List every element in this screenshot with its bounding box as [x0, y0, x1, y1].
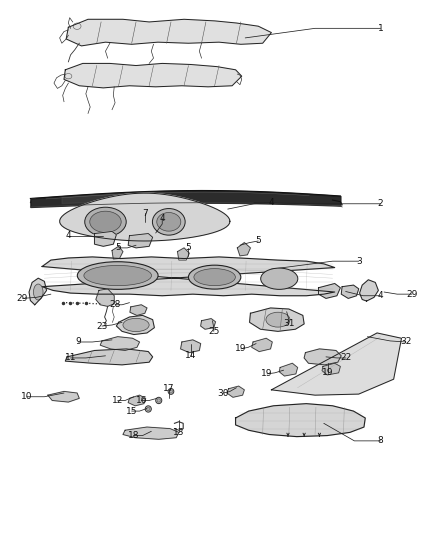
- Ellipse shape: [152, 208, 185, 235]
- Text: 10: 10: [21, 392, 33, 401]
- Polygon shape: [318, 284, 340, 298]
- Polygon shape: [95, 231, 117, 246]
- Text: 13: 13: [173, 428, 184, 437]
- Text: 9: 9: [75, 337, 81, 346]
- Ellipse shape: [194, 269, 235, 286]
- Text: 29: 29: [406, 289, 418, 298]
- Polygon shape: [304, 349, 341, 365]
- Text: 15: 15: [126, 407, 138, 416]
- Text: 19: 19: [261, 369, 273, 378]
- Text: 5: 5: [186, 244, 191, 253]
- Ellipse shape: [170, 390, 173, 393]
- Ellipse shape: [123, 318, 149, 332]
- Text: 2: 2: [378, 199, 383, 208]
- Text: 11: 11: [65, 353, 76, 362]
- Polygon shape: [237, 243, 251, 256]
- Text: 8: 8: [378, 437, 383, 446]
- Text: 28: 28: [110, 300, 121, 309]
- Text: 4: 4: [268, 198, 274, 207]
- Polygon shape: [123, 427, 179, 439]
- Polygon shape: [29, 278, 46, 305]
- Polygon shape: [250, 308, 304, 332]
- Text: 23: 23: [96, 321, 108, 330]
- Ellipse shape: [168, 389, 174, 394]
- Ellipse shape: [266, 312, 290, 327]
- Text: 16: 16: [135, 396, 147, 405]
- Text: 1: 1: [378, 24, 383, 33]
- Ellipse shape: [261, 268, 298, 289]
- Text: 4: 4: [159, 214, 165, 223]
- Text: 5: 5: [255, 237, 261, 246]
- Polygon shape: [96, 289, 114, 306]
- Ellipse shape: [90, 211, 121, 232]
- Polygon shape: [130, 305, 147, 316]
- Ellipse shape: [33, 284, 43, 300]
- Text: 14: 14: [185, 351, 196, 360]
- Polygon shape: [117, 316, 154, 335]
- Text: 19: 19: [322, 368, 334, 377]
- Polygon shape: [360, 280, 378, 301]
- Polygon shape: [128, 395, 146, 406]
- Text: 4: 4: [66, 231, 71, 240]
- Text: 12: 12: [112, 396, 124, 405]
- Polygon shape: [279, 364, 297, 376]
- Text: 7: 7: [142, 209, 148, 218]
- Ellipse shape: [84, 265, 152, 286]
- Ellipse shape: [85, 207, 126, 237]
- Polygon shape: [341, 285, 359, 298]
- Text: 17: 17: [163, 384, 174, 393]
- Polygon shape: [60, 193, 230, 241]
- Polygon shape: [272, 333, 402, 395]
- Polygon shape: [252, 338, 272, 352]
- Ellipse shape: [145, 406, 151, 412]
- Text: 18: 18: [128, 431, 140, 440]
- Polygon shape: [177, 248, 189, 260]
- Ellipse shape: [147, 407, 150, 410]
- Text: 4: 4: [378, 291, 383, 300]
- Polygon shape: [201, 319, 215, 329]
- Polygon shape: [100, 337, 140, 351]
- Polygon shape: [180, 340, 201, 353]
- Polygon shape: [112, 246, 123, 259]
- Text: 5: 5: [116, 244, 121, 253]
- Text: 19: 19: [235, 344, 247, 353]
- Polygon shape: [322, 364, 340, 375]
- Text: 29: 29: [17, 294, 28, 303]
- Polygon shape: [65, 349, 152, 365]
- Polygon shape: [236, 403, 365, 437]
- Polygon shape: [64, 63, 242, 88]
- Ellipse shape: [157, 213, 181, 231]
- Ellipse shape: [188, 265, 241, 289]
- Text: 25: 25: [208, 327, 219, 336]
- Polygon shape: [42, 257, 335, 296]
- Ellipse shape: [157, 399, 160, 402]
- Polygon shape: [48, 391, 79, 402]
- Text: 31: 31: [283, 319, 295, 328]
- Polygon shape: [227, 386, 244, 397]
- Ellipse shape: [155, 397, 162, 403]
- Polygon shape: [66, 19, 272, 46]
- Text: 32: 32: [400, 337, 412, 346]
- Polygon shape: [128, 233, 152, 248]
- Text: 3: 3: [356, 257, 362, 265]
- Ellipse shape: [78, 262, 158, 289]
- Text: 30: 30: [218, 389, 229, 398]
- Text: 22: 22: [340, 353, 351, 362]
